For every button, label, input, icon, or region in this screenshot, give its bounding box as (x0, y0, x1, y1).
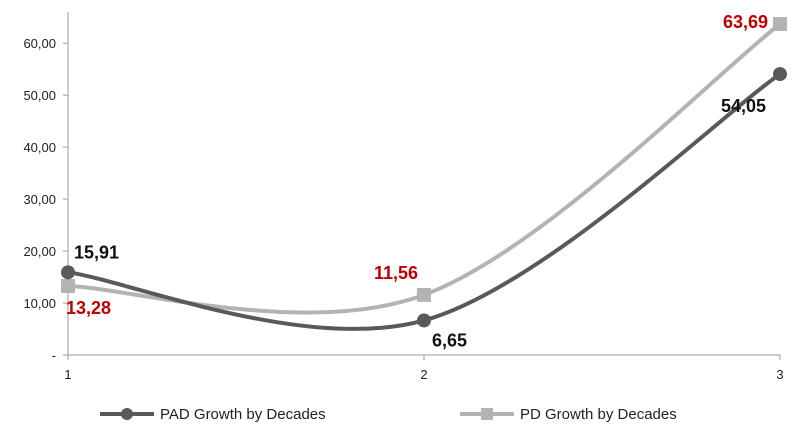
y-tick-label: 20,00 (23, 244, 56, 259)
legend-item-pd: PD Growth by Decades (460, 406, 677, 423)
legend: PAD Growth by Decades PD Growth by Decade… (100, 406, 677, 423)
data-label: 11,56 (374, 263, 418, 283)
data-label: 63,69 (723, 12, 768, 32)
data-label: 54,05 (721, 96, 766, 116)
data-point-marker (417, 313, 431, 327)
x-tick-label: 3 (776, 367, 783, 382)
legend-label: PD Growth by Decades (520, 406, 677, 423)
data-point-marker (61, 279, 75, 293)
data-point-marker (773, 67, 787, 81)
data-point-marker (417, 288, 431, 302)
legend-marker (481, 408, 493, 420)
x-tick-label: 2 (420, 367, 427, 382)
y-tick-label: 40,00 (23, 140, 56, 155)
series-line-pd (68, 24, 780, 313)
data-label: 13,28 (66, 298, 111, 318)
legend-item-pad: PAD Growth by Decades (100, 406, 326, 423)
y-tick-label: 30,00 (23, 192, 56, 207)
y-tick-label: - (52, 348, 56, 363)
y-tick-label: 60,00 (23, 36, 56, 51)
legend-label: PAD Growth by Decades (160, 406, 326, 423)
data-label: 15,91 (74, 242, 119, 262)
y-tick-label: 50,00 (23, 88, 56, 103)
series-layer (61, 17, 787, 329)
x-tick-label: 1 (64, 367, 71, 382)
data-point-marker (773, 17, 787, 31)
data-point-marker (61, 265, 75, 279)
y-tick-label: 10,00 (23, 296, 56, 311)
legend-marker (121, 408, 133, 420)
data-label: 6,65 (432, 330, 467, 350)
